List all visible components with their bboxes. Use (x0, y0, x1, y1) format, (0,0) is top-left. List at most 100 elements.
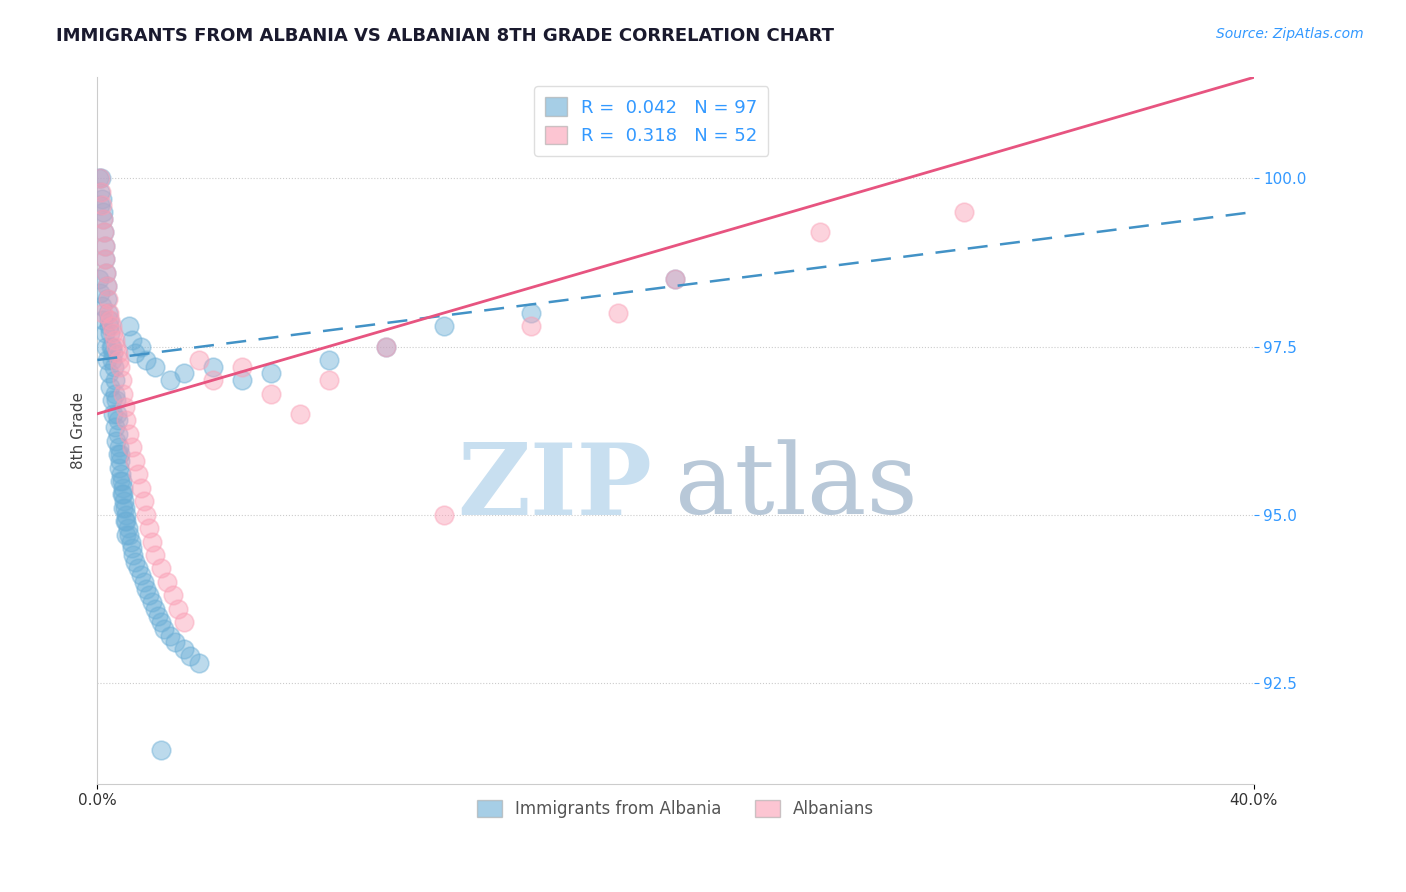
Point (127, 467, 149, 482)
Point (101, 393, 124, 408)
Point (107, 447, 129, 461)
Point (90, 171, 112, 186)
Point (288, 407, 311, 421)
Point (118, 319, 141, 334)
Point (89, 171, 111, 186)
Point (98, 326, 121, 340)
Point (132, 574, 155, 589)
Point (156, 574, 179, 589)
Point (159, 373, 181, 387)
Point (91, 211, 114, 226)
Point (664, 272, 686, 286)
Point (143, 359, 166, 374)
Text: atlas: atlas (675, 439, 918, 535)
Point (103, 359, 125, 374)
Point (138, 521, 160, 535)
Point (953, 205, 976, 219)
Point (114, 515, 136, 529)
Point (117, 521, 139, 535)
Point (121, 541, 143, 556)
Point (115, 413, 138, 427)
Point (179, 648, 201, 663)
Point (201, 359, 224, 374)
Point (143, 602, 166, 616)
Point (433, 508, 456, 522)
Point (129, 339, 152, 353)
Text: IMMIGRANTS FROM ALBANIA VS ALBANIAN 8TH GRADE CORRELATION CHART: IMMIGRANTS FROM ALBANIA VS ALBANIAN 8TH … (56, 27, 834, 45)
Point (141, 595, 163, 609)
Point (433, 319, 456, 334)
Point (104, 373, 127, 387)
Point (114, 500, 136, 515)
Point (97, 306, 120, 320)
Point (231, 373, 253, 387)
Point (90, 185, 112, 199)
Point (159, 629, 181, 643)
Text: ZIP: ZIP (457, 439, 652, 535)
Point (96, 279, 118, 293)
Point (808, 225, 831, 239)
Point (143, 548, 166, 562)
Point (94, 339, 117, 353)
Point (105, 407, 128, 421)
Point (105, 393, 128, 408)
Point (112, 487, 135, 501)
Point (97, 367, 120, 381)
Point (93, 225, 115, 239)
Point (375, 339, 398, 353)
Point (118, 528, 141, 542)
Point (162, 588, 184, 602)
Point (105, 339, 128, 353)
Point (110, 359, 132, 374)
Point (129, 568, 152, 582)
Point (101, 319, 124, 334)
Point (90, 192, 112, 206)
Point (103, 326, 125, 340)
Point (318, 373, 340, 387)
Point (91, 312, 114, 326)
Point (112, 494, 135, 508)
Point (111, 474, 134, 488)
Point (96, 353, 118, 368)
Point (121, 441, 143, 455)
Point (105, 434, 128, 448)
Point (108, 353, 131, 368)
Y-axis label: 8th Grade: 8th Grade (72, 392, 86, 469)
Point (90, 198, 112, 212)
Point (97, 293, 120, 307)
Point (96, 293, 118, 307)
Point (153, 622, 176, 636)
Point (664, 272, 686, 286)
Point (87, 171, 110, 186)
Point (93, 238, 115, 252)
Point (520, 306, 543, 320)
Point (173, 615, 195, 630)
Point (165, 635, 187, 649)
Point (135, 353, 157, 368)
Point (91, 211, 114, 226)
Point (231, 359, 253, 374)
Point (89, 185, 111, 199)
Point (101, 339, 124, 353)
Point (173, 367, 195, 381)
Point (318, 353, 340, 368)
Point (89, 198, 111, 212)
Point (104, 333, 127, 347)
Point (87, 272, 110, 286)
Point (118, 426, 141, 441)
Point (375, 339, 398, 353)
Point (100, 339, 122, 353)
Point (173, 642, 195, 657)
Point (112, 500, 135, 515)
Point (132, 494, 155, 508)
Point (101, 353, 124, 368)
Point (98, 312, 121, 326)
Point (149, 615, 172, 630)
Point (112, 386, 135, 401)
Point (135, 508, 157, 522)
Point (121, 333, 143, 347)
Point (187, 353, 209, 368)
Point (93, 238, 115, 252)
Point (107, 426, 129, 441)
Point (90, 299, 112, 313)
